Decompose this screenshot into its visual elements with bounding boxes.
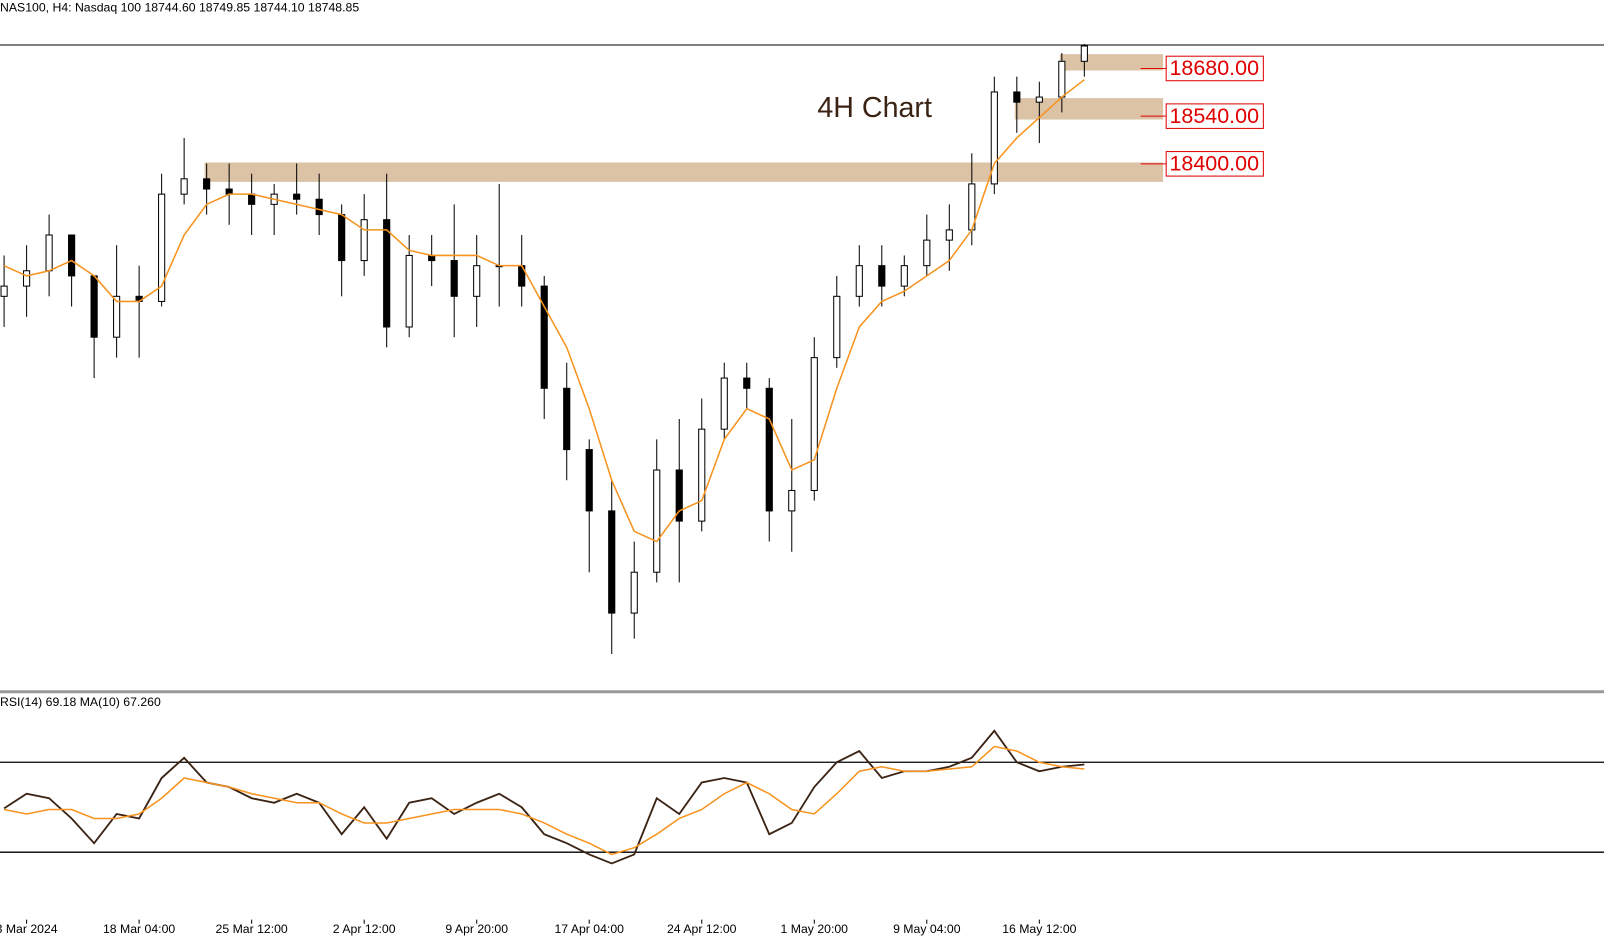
zone	[204, 162, 1164, 182]
candle-body	[428, 254, 436, 262]
candle-body	[585, 449, 593, 512]
moving-average	[3, 79, 1085, 543]
zone-label-box	[1165, 151, 1264, 177]
annotation: 4H Chart	[817, 92, 932, 124]
zone	[1014, 98, 1164, 120]
candle-body	[0, 285, 8, 297]
candle-body	[855, 265, 863, 297]
candle-body	[158, 193, 166, 302]
candle-body	[338, 214, 346, 262]
candle-body	[900, 265, 908, 287]
candle-body	[540, 285, 548, 389]
x-tick-label: 18 Mar 04:00	[103, 922, 175, 936]
candle-body	[630, 571, 638, 614]
candle-body	[788, 489, 796, 512]
zone-label-box	[1165, 103, 1264, 129]
x-tick-label: 1 May 20:00	[781, 922, 849, 936]
candle-body	[23, 270, 31, 287]
candle-body	[653, 469, 661, 573]
candle-body	[698, 428, 706, 522]
candle-body	[450, 260, 458, 297]
rsi-line	[3, 745, 1085, 856]
candle-body	[878, 265, 886, 287]
candle-body	[315, 198, 323, 216]
candle-body	[923, 239, 931, 267]
candle-body	[765, 387, 773, 512]
candle-body	[203, 178, 211, 190]
candle-body	[90, 275, 98, 338]
candle-body	[405, 254, 413, 328]
x-tick-label: 9 Apr 20:00	[445, 922, 508, 936]
x-tick-label: 16 May 12:00	[1002, 922, 1076, 936]
chart-title: NAS100, H4: Nasdaq 100 18744.60 18749.85…	[0, 0, 359, 14]
candle-body	[833, 295, 841, 359]
x-tick-label: 25 Mar 12:00	[216, 922, 288, 936]
candle-body	[383, 219, 391, 328]
candle-body	[1058, 60, 1066, 98]
candle-body	[1080, 45, 1088, 62]
x-tick-label: 17 Apr 04:00	[554, 922, 624, 936]
candle-body	[990, 91, 998, 185]
zone-label-box	[1165, 55, 1264, 82]
candle-body	[473, 265, 481, 297]
candle-body	[45, 234, 53, 272]
candle-body	[293, 193, 301, 200]
zone-label: 18680.00	[1169, 56, 1259, 80]
candle-body	[675, 469, 683, 522]
candle-body	[810, 357, 818, 491]
candle-body	[113, 295, 121, 338]
candle-body	[945, 229, 953, 241]
candle-body	[563, 387, 571, 451]
x-tick-label: 9 May 04:00	[893, 922, 961, 936]
candle-body	[1013, 91, 1021, 103]
candle-body	[248, 193, 256, 205]
x-tick-label: 24 Apr 12:00	[667, 922, 737, 936]
x-tick-label: 2 Apr 12:00	[333, 922, 396, 936]
candle-body	[720, 377, 728, 430]
candle-body	[1035, 96, 1043, 103]
candle-body	[180, 178, 188, 195]
zone-label: 18540.00	[1169, 104, 1259, 128]
candle-body	[743, 377, 751, 389]
zone-label: 18400.00	[1169, 152, 1259, 176]
rsi-title: RSI(14) 69.18 MA(10) 67.260	[0, 695, 161, 709]
x-tick-label: 3 Mar 2024	[0, 922, 58, 936]
candle-body	[360, 219, 368, 262]
candle-body	[608, 510, 616, 614]
candle-body	[68, 234, 76, 277]
